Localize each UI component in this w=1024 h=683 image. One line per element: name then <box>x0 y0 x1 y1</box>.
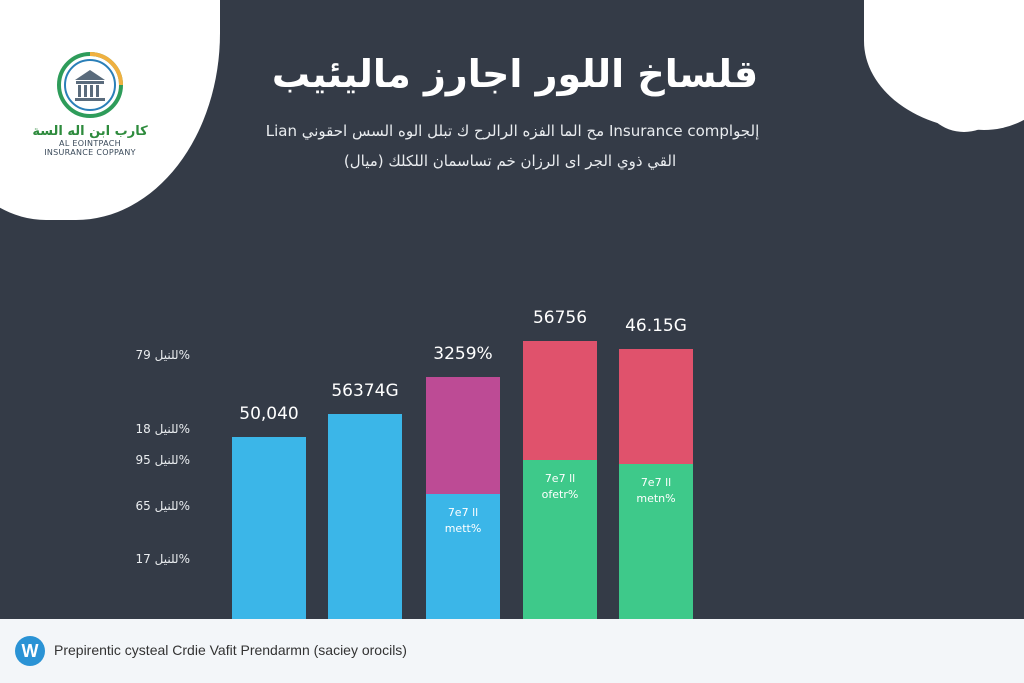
bar-value-label: 50,040 <box>239 404 298 424</box>
y-tick-label: للنيل 79% <box>136 348 190 362</box>
page-title: قلساخ اللور اجارز ماليئيب <box>271 52 759 96</box>
building-columns-icon <box>57 52 123 118</box>
y-tick-label: للنيل 18% <box>136 422 190 436</box>
subtitle-line2: (ميال) القي ذوي الجر اى الرزان خم تساسما… <box>343 152 677 170</box>
bar-segment <box>328 414 402 620</box>
footer-badge-icon: W <box>15 636 45 666</box>
segment-label: 7e7 ll <box>448 506 478 519</box>
bar-segment <box>426 494 500 620</box>
logo-arabic-name: كارب ابن اله السة <box>32 124 148 139</box>
segment-label: metn% <box>636 492 675 505</box>
bar-segment <box>619 349 693 464</box>
footer-caption: Prepirentic cysteal Crdie Vafit Prendarm… <box>54 642 407 658</box>
bar-segment <box>426 377 500 494</box>
bar-segment <box>232 437 306 620</box>
bar-segment <box>619 464 693 620</box>
bar-value-label: 56756 <box>533 308 587 328</box>
y-tick-label: للنيل 17% <box>136 552 190 566</box>
bar-value-label: 56374G <box>331 381 398 401</box>
bar-segment <box>523 341 597 460</box>
company-logo: كارب ابن اله السة AL EOINTPACH INSURANCE… <box>30 50 150 157</box>
bar-segment <box>523 460 597 620</box>
segment-label: mett% <box>445 522 482 535</box>
subtitle-line1: Lian مح الما الفزه الرالرح ك تبلل الوه ا… <box>265 122 760 140</box>
logo-english-line1: AL EOINTPACH <box>59 139 121 148</box>
logo-english-line2: INSURANCE COPPANY <box>44 148 136 157</box>
segment-label: ofetr% <box>542 488 579 501</box>
segment-label: 7e7 ll <box>545 472 575 485</box>
footer-bar: W Prepirentic cysteal Crdie Vafit Prenda… <box>0 619 1024 683</box>
y-tick-label: للنيل 65% <box>136 499 190 513</box>
y-tick-label: للنيل 95% <box>136 453 190 467</box>
bar-value-label: 46.15G <box>625 316 687 336</box>
decorative-blob-right-small <box>924 60 1004 132</box>
segment-label: 7e7 ll <box>641 476 671 489</box>
bar-value-label: 3259% <box>433 344 492 364</box>
